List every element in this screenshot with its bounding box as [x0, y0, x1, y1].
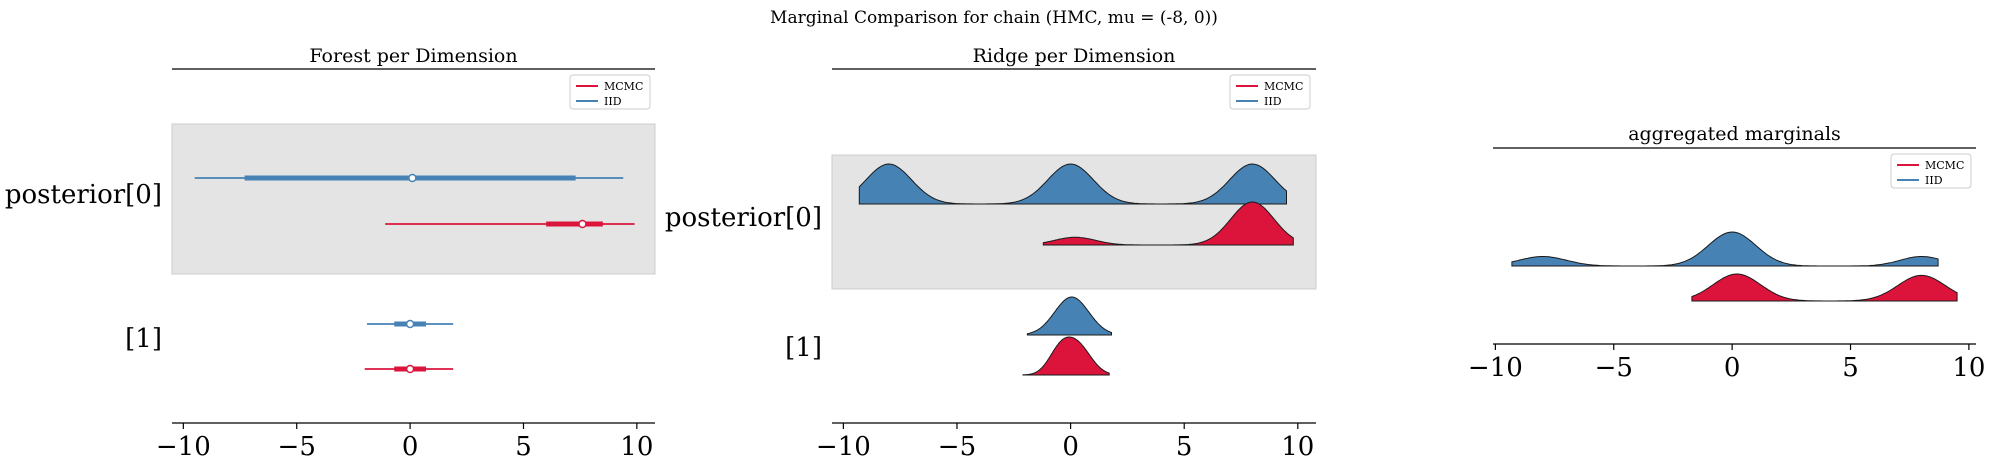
legend-label-iid: IID [1925, 174, 1943, 187]
panel-title: aggregated marginals [1628, 123, 1841, 145]
density-mcmc [1042, 201, 1294, 246]
x-tick-label: −5 [278, 432, 316, 462]
median-marker-mcmc [578, 219, 587, 229]
x-tick-label: 0 [402, 432, 419, 462]
y-tick-label: posterior[0] [5, 180, 162, 210]
x-tick-label: 10 [1281, 432, 1314, 462]
legend: MCMC IID [1890, 153, 1972, 189]
x-tick-label: 0 [1062, 432, 1079, 462]
median-marker-iid [408, 173, 417, 183]
density-iid [858, 163, 1287, 205]
density-iid [1026, 296, 1112, 336]
figure-suptitle: Marginal Comparison for chain (HMC, mu =… [770, 8, 1218, 28]
panels: Forest per Dimension posterior[0] [1] −10 −5… [5, 45, 1986, 462]
legend-label-iid: IID [604, 95, 622, 108]
panel-title: Forest per Dimension [309, 45, 517, 67]
legend-label-iid: IID [1264, 95, 1282, 108]
x-tick-label: 5 [515, 432, 532, 462]
legend-label-mcmc: MCMC [604, 80, 643, 93]
x-tick-label: 10 [620, 432, 653, 462]
density-mcmc [1691, 273, 1958, 302]
legend: MCMC IID [1229, 74, 1311, 110]
x-tick-label: 5 [1842, 353, 1859, 383]
x-tick-label: 10 [1952, 353, 1985, 383]
x-tick-label: 5 [1176, 432, 1193, 462]
panel-title: Ridge per Dimension [973, 45, 1176, 67]
x-tick-label: −10 [1468, 353, 1523, 383]
median-marker-mcmc [405, 364, 415, 374]
x-tick-label: −5 [1595, 353, 1633, 383]
x-tick-label: −10 [816, 432, 871, 462]
density-iid [1511, 231, 1939, 267]
x-tick-label: 0 [1724, 353, 1741, 383]
legend: MCMC IID [569, 74, 651, 110]
median-marker-iid [405, 319, 415, 329]
panel-3: aggregated marginals −10 −5 0 5 10 MCMC IID [1468, 123, 1986, 383]
y-tick-label: [1] [785, 333, 822, 363]
density-mcmc [1022, 336, 1110, 376]
legend-label-mcmc: MCMC [1925, 159, 1964, 172]
panel-1: Forest per Dimension posterior[0] [1] −10 −5… [5, 45, 656, 462]
x-tick-label: −10 [156, 432, 211, 462]
y-tick-label: posterior[0] [665, 203, 822, 233]
y-tick-label: [1] [125, 324, 162, 354]
row-band [171, 123, 656, 275]
panel-2: Ridge per Dimension posterior[0] [1] −10 −5 0… [665, 45, 1317, 462]
legend-label-mcmc: MCMC [1264, 80, 1303, 93]
x-tick-label: −5 [938, 432, 976, 462]
